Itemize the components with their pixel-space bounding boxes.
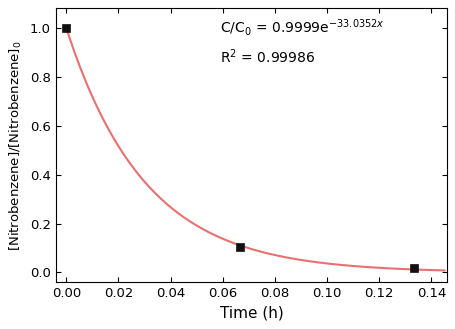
Text: C/C$_0$ = 0.9999e$^{-33.0352x}$
R$^2$ = 0.99986: C/C$_0$ = 0.9999e$^{-33.0352x}$ R$^2$ = … (220, 16, 384, 65)
X-axis label: Time (h): Time (h) (219, 306, 283, 321)
Y-axis label: [Nitrobenzene]/[Nitrobenzene]$_0$: [Nitrobenzene]/[Nitrobenzene]$_0$ (8, 40, 25, 250)
